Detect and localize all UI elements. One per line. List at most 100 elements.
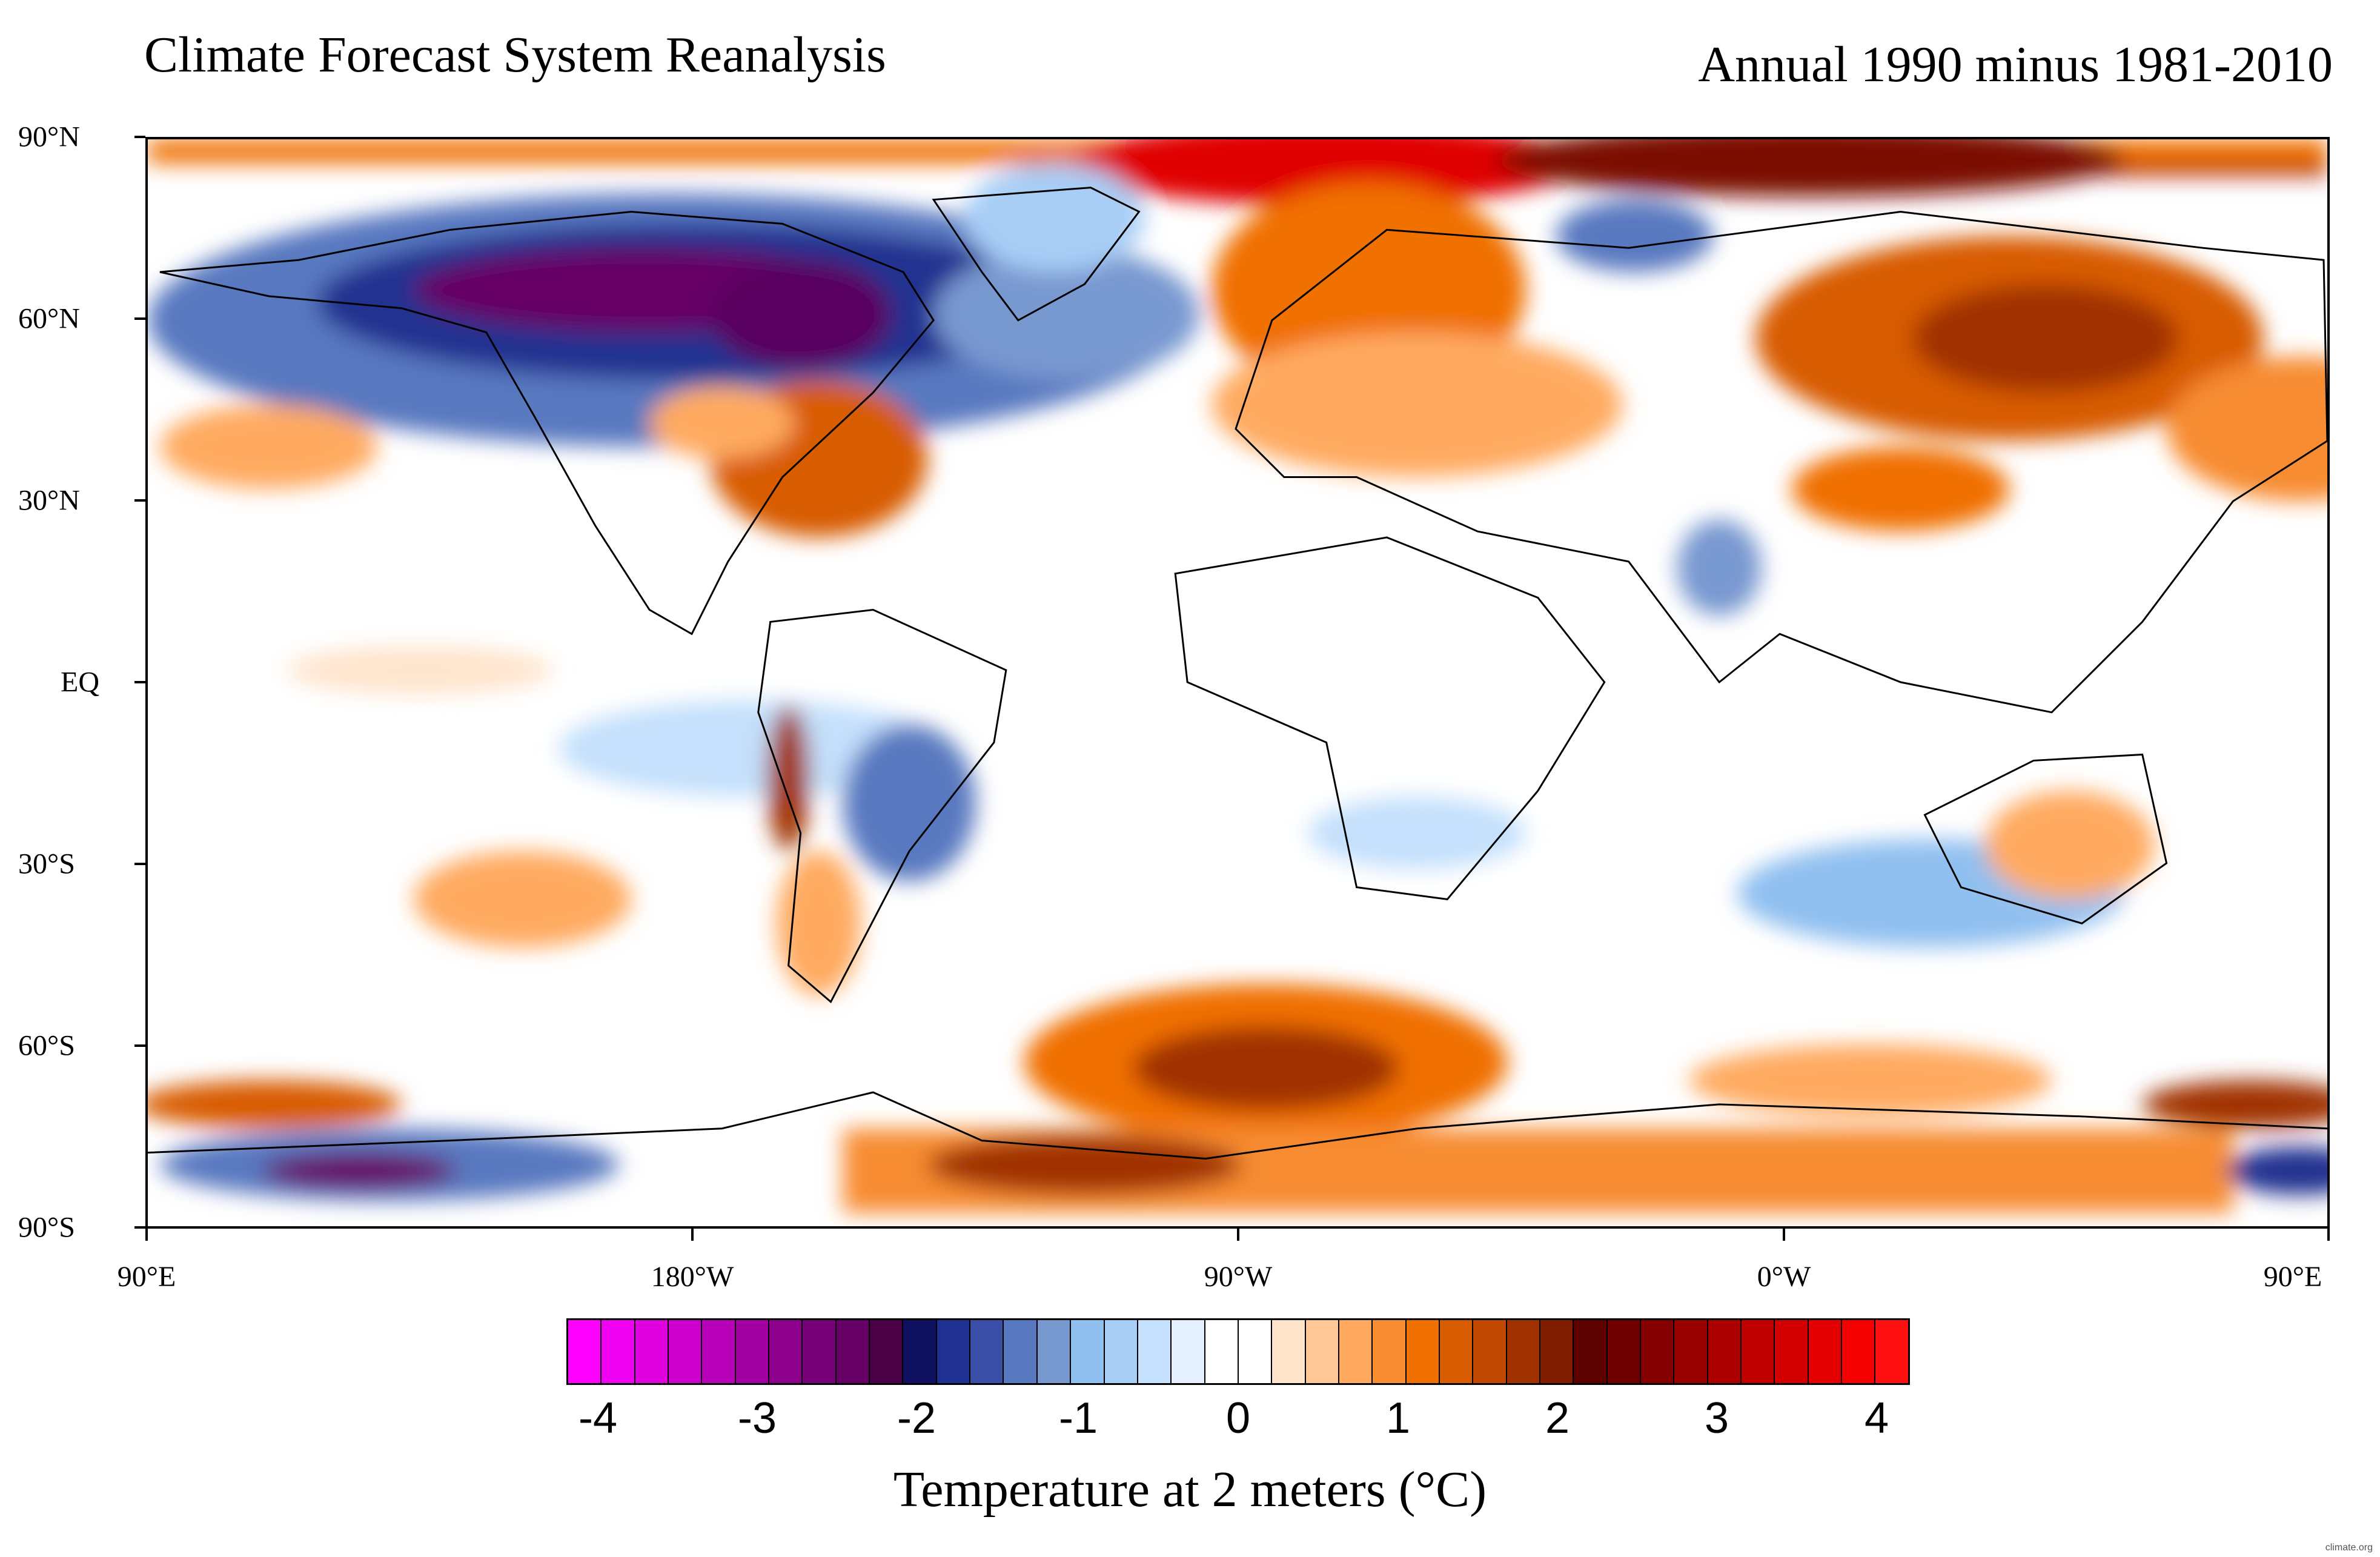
tibet-warm	[1791, 447, 2010, 532]
lat-label-30s: 30°S	[18, 848, 75, 880]
chart-title: Climate Forecast System Reanalysis	[144, 27, 886, 83]
colorbar-swatch	[769, 1320, 803, 1383]
lon-label-90e-right: 90°E	[2263, 1261, 2322, 1293]
lon-tick-90w	[1237, 1229, 1239, 1241]
colorbar-swatch	[836, 1320, 870, 1383]
colorbar-swatch	[1406, 1320, 1440, 1383]
colorbar-swatch	[1808, 1320, 1843, 1383]
colorbar-tick-label: -2	[897, 1394, 936, 1442]
anomaly-field	[148, 139, 2327, 1213]
lon-tick-90e-right	[2327, 1229, 2330, 1241]
colorbar-swatch	[1172, 1320, 1205, 1383]
colorbar-swatch	[635, 1320, 669, 1383]
colorbar-swatch	[1104, 1320, 1138, 1383]
colorbar-tick-label: -4	[578, 1394, 618, 1442]
lat-label-60n: 60°N	[18, 302, 80, 335]
lon-label-0w: 0°W	[1757, 1261, 1811, 1293]
india-cool	[1677, 519, 1762, 616]
colorbar-swatch	[1238, 1320, 1273, 1383]
colorbar-swatch	[1875, 1320, 1908, 1383]
africa-outline	[1174, 536, 1606, 900]
colorbar-swatch	[1641, 1320, 1675, 1383]
lat-tick-eq	[134, 681, 145, 683]
south-america-outline	[757, 609, 1007, 1004]
colorbar-tick-label: 2	[1545, 1394, 1570, 1442]
colorbar-swatch	[903, 1320, 937, 1383]
colorbar-swatch	[1708, 1320, 1742, 1383]
colorbar-swatch	[735, 1320, 770, 1383]
southern-ocean-warm-core	[1133, 1026, 1399, 1110]
north-pacific-warm	[159, 405, 378, 490]
australia-outline	[1923, 753, 2168, 925]
andes-warm	[767, 706, 810, 851]
central-south-america-cold	[843, 724, 976, 881]
lon-label-180w: 180°W	[651, 1261, 734, 1293]
lat-tick-90n	[134, 136, 145, 138]
weddell-warm	[927, 1134, 1242, 1195]
labrador-cold	[933, 248, 1200, 381]
map-area	[145, 137, 2330, 1229]
lon-label-90e-left: 90°E	[117, 1261, 176, 1293]
lon-tick-0w	[1783, 1229, 1785, 1241]
colorbar-swatch	[1607, 1320, 1641, 1383]
colorbar-swatch	[936, 1320, 971, 1383]
lat-label-90n: 90°N	[18, 121, 80, 153]
lat-label-60s: 60°S	[18, 1029, 75, 1062]
antarctic-west-warm	[148, 1080, 402, 1129]
colorbar-swatch	[1138, 1320, 1172, 1383]
colorbar-swatch	[1071, 1320, 1105, 1383]
east-antarctic-warm	[2142, 1080, 2327, 1129]
southern-ocean-warm-2	[1689, 1044, 2052, 1117]
east-antarctic-cold	[2227, 1146, 2327, 1195]
colorbar-swatch	[1742, 1320, 1775, 1383]
colorbar-tick-label: 3	[1704, 1394, 1729, 1442]
colorbar-title: Temperature at 2 meters (°C)	[893, 1461, 1487, 1518]
colorbar-swatch	[803, 1320, 837, 1383]
east-asia-warm	[2166, 356, 2327, 502]
lon-tick-90e-left	[145, 1229, 148, 1241]
colorbar-swatch	[669, 1320, 703, 1383]
lat-tick-30n	[134, 499, 145, 502]
chart-subtitle: Annual 1990 minus 1981-2010	[1698, 36, 2333, 93]
greenland-outline	[932, 187, 1141, 322]
anomaly-map	[148, 139, 2327, 1226]
colorbar-tick-label: 4	[1864, 1394, 1889, 1442]
colorbar-swatch	[1037, 1320, 1072, 1383]
colorbar-swatch	[1540, 1320, 1574, 1383]
colorbar-swatch	[702, 1320, 736, 1383]
credit-text: climate.org	[2325, 1542, 2373, 1553]
colorbar-swatch	[1272, 1320, 1306, 1383]
eurasia-outline	[1235, 210, 2327, 714]
colorbar-tick-label: 0	[1225, 1394, 1251, 1442]
colorbar-tick-label: 1	[1385, 1394, 1411, 1442]
colorbar-swatch	[870, 1320, 904, 1383]
lat-label-30n: 30°N	[18, 484, 80, 517]
colorbar-swatch	[1373, 1320, 1407, 1383]
colorbar-swatch	[970, 1320, 1004, 1383]
colorbar-swatch	[568, 1320, 602, 1383]
lat-label-eq: EQ	[61, 666, 99, 699]
south-atlantic-cool	[1308, 797, 1526, 869]
colorbar-swatch	[1339, 1320, 1373, 1383]
colorbar-swatch	[1674, 1320, 1708, 1383]
lat-tick-60s	[134, 1044, 145, 1047]
colorbar	[566, 1318, 1910, 1385]
colorbar-tick-label: -1	[1058, 1394, 1098, 1442]
antarctica-outline	[148, 1091, 2327, 1160]
equatorial-warm	[287, 646, 553, 694]
colorbar-swatch	[1507, 1320, 1540, 1383]
colorbar-swatch	[1205, 1320, 1239, 1383]
colorbar-swatch	[1574, 1320, 1608, 1383]
south-pacific-warm	[414, 851, 632, 948]
colorbar-swatch	[1473, 1320, 1507, 1383]
lat-tick-90s	[134, 1226, 145, 1229]
lon-tick-180w	[691, 1229, 694, 1241]
central-us-warm	[649, 387, 795, 459]
colorbar-swatch	[1004, 1320, 1038, 1383]
arctic-hotspot	[1072, 139, 1580, 206]
colorbar-swatch	[1842, 1320, 1876, 1383]
greenland-cold	[964, 163, 1145, 273]
hudson-cold	[709, 260, 892, 369]
patagonia-warm	[776, 851, 861, 996]
lon-label-90w: 90°W	[1204, 1261, 1273, 1293]
